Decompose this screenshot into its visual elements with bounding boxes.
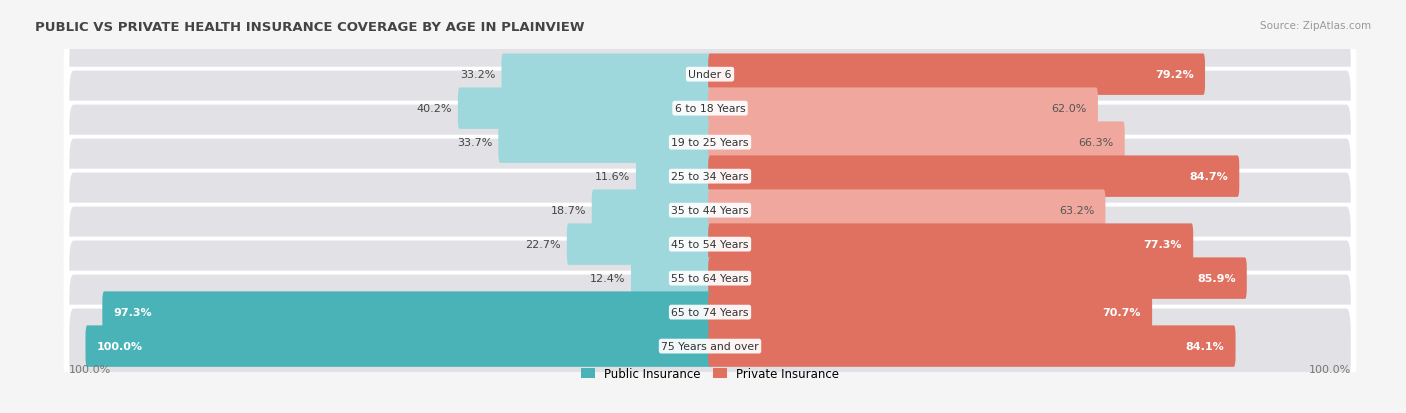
FancyBboxPatch shape <box>69 275 1351 350</box>
FancyBboxPatch shape <box>498 122 711 164</box>
FancyBboxPatch shape <box>709 88 1098 130</box>
Text: 45 to 54 Years: 45 to 54 Years <box>671 240 749 249</box>
Text: 84.1%: 84.1% <box>1185 341 1225 351</box>
Text: 79.2%: 79.2% <box>1156 70 1194 80</box>
Text: 6 to 18 Years: 6 to 18 Years <box>675 104 745 114</box>
FancyBboxPatch shape <box>63 102 1357 184</box>
Text: 40.2%: 40.2% <box>416 104 453 114</box>
FancyBboxPatch shape <box>592 190 711 231</box>
Text: 77.3%: 77.3% <box>1143 240 1182 249</box>
Text: 63.2%: 63.2% <box>1059 206 1094 216</box>
FancyBboxPatch shape <box>709 292 1152 333</box>
Text: 35 to 44 Years: 35 to 44 Years <box>671 206 749 216</box>
FancyBboxPatch shape <box>63 237 1357 320</box>
Text: 33.2%: 33.2% <box>460 70 496 80</box>
FancyBboxPatch shape <box>709 122 1125 164</box>
Text: 84.7%: 84.7% <box>1189 172 1227 182</box>
Text: 22.7%: 22.7% <box>526 240 561 249</box>
FancyBboxPatch shape <box>103 292 711 333</box>
Text: 65 to 74 Years: 65 to 74 Years <box>671 307 749 317</box>
FancyBboxPatch shape <box>63 68 1357 150</box>
FancyBboxPatch shape <box>709 156 1239 197</box>
FancyBboxPatch shape <box>63 305 1357 388</box>
FancyBboxPatch shape <box>709 190 1105 231</box>
Text: 18.7%: 18.7% <box>551 206 586 216</box>
Legend: Public Insurance, Private Insurance: Public Insurance, Private Insurance <box>576 363 844 385</box>
Text: 55 to 64 Years: 55 to 64 Years <box>671 273 749 283</box>
FancyBboxPatch shape <box>69 241 1351 316</box>
Text: 66.3%: 66.3% <box>1078 138 1114 148</box>
FancyBboxPatch shape <box>502 54 711 96</box>
FancyBboxPatch shape <box>69 71 1351 146</box>
Text: 70.7%: 70.7% <box>1102 307 1140 317</box>
FancyBboxPatch shape <box>86 325 711 367</box>
Text: 100.0%: 100.0% <box>69 364 111 374</box>
FancyBboxPatch shape <box>69 139 1351 214</box>
Text: 19 to 25 Years: 19 to 25 Years <box>671 138 749 148</box>
FancyBboxPatch shape <box>63 135 1357 218</box>
FancyBboxPatch shape <box>63 33 1357 116</box>
FancyBboxPatch shape <box>63 203 1357 286</box>
Text: 75 Years and over: 75 Years and over <box>661 341 759 351</box>
Text: 100.0%: 100.0% <box>1309 364 1351 374</box>
Text: 12.4%: 12.4% <box>591 273 626 283</box>
FancyBboxPatch shape <box>69 207 1351 282</box>
FancyBboxPatch shape <box>69 38 1351 112</box>
FancyBboxPatch shape <box>709 54 1205 96</box>
Text: Under 6: Under 6 <box>689 70 731 80</box>
Text: 97.3%: 97.3% <box>114 307 152 317</box>
FancyBboxPatch shape <box>636 156 711 197</box>
Text: 100.0%: 100.0% <box>97 341 143 351</box>
FancyBboxPatch shape <box>709 258 1247 299</box>
FancyBboxPatch shape <box>567 224 711 265</box>
Text: 62.0%: 62.0% <box>1052 104 1087 114</box>
FancyBboxPatch shape <box>631 258 711 299</box>
FancyBboxPatch shape <box>63 271 1357 354</box>
FancyBboxPatch shape <box>709 325 1236 367</box>
Text: 85.9%: 85.9% <box>1197 273 1236 283</box>
FancyBboxPatch shape <box>63 169 1357 252</box>
FancyBboxPatch shape <box>69 309 1351 384</box>
FancyBboxPatch shape <box>69 105 1351 180</box>
FancyBboxPatch shape <box>69 173 1351 248</box>
FancyBboxPatch shape <box>458 88 711 130</box>
Text: 33.7%: 33.7% <box>457 138 492 148</box>
Text: PUBLIC VS PRIVATE HEALTH INSURANCE COVERAGE BY AGE IN PLAINVIEW: PUBLIC VS PRIVATE HEALTH INSURANCE COVER… <box>35 21 585 33</box>
Text: 25 to 34 Years: 25 to 34 Years <box>671 172 749 182</box>
Text: 11.6%: 11.6% <box>595 172 630 182</box>
Text: Source: ZipAtlas.com: Source: ZipAtlas.com <box>1260 21 1371 31</box>
FancyBboxPatch shape <box>709 224 1194 265</box>
